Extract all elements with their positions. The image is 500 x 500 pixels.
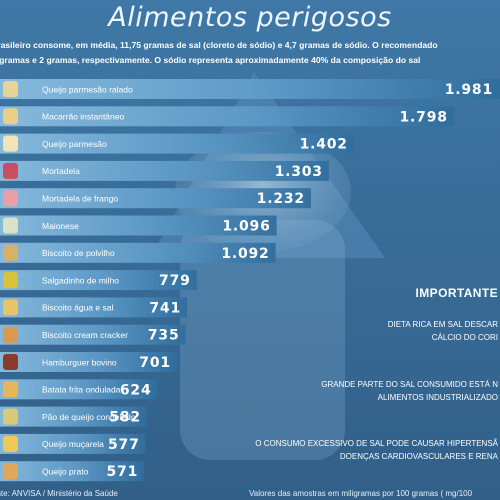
note-hypertension-line-1: O CONSUMO EXCESSIVO DE SAL PODE CAUSAR H… <box>255 439 498 448</box>
value-label: 1.303 <box>275 164 323 180</box>
bar <box>0 106 454 127</box>
category-label: Hamburguer bovino <box>42 357 117 367</box>
bar-row: Salgadinho de milho 779 <box>0 270 197 291</box>
units-note: Valores das amostras em miligramas por 1… <box>249 489 473 498</box>
value-label: 577 <box>108 437 140 453</box>
bar-row: Biscoito água e sal 741 <box>0 297 188 318</box>
note-hypertension: O CONSUMO EXCESSIVO DE SAL PODE CAUSAR H… <box>255 437 498 463</box>
bar <box>0 270 197 291</box>
intro-line-1: brasileiro consome, em média, 11,75 gram… <box>0 40 438 50</box>
bar <box>0 433 146 454</box>
intro-line-2: 5 gramas e 2 gramas, respectivamente. O … <box>0 55 421 65</box>
note-calcium: DIETA RICA EM SAL DESCAR CÁLCIO DO CORI <box>388 318 498 344</box>
value-label: 1.981 <box>445 82 493 98</box>
food-icon <box>3 108 18 125</box>
bar-row: Biscoito cream cracker 735 <box>0 324 186 345</box>
value-label: 1.092 <box>221 246 269 262</box>
value-label: 741 <box>149 300 181 316</box>
food-icon <box>3 381 18 398</box>
bar <box>0 79 500 99</box>
category-label: Maionese <box>42 221 79 231</box>
food-icon <box>3 326 18 343</box>
value-label: 779 <box>159 273 191 289</box>
bar-row: Maionese 1.096 <box>0 215 277 236</box>
category-label: Biscoito água e sal <box>42 303 113 313</box>
bar <box>0 188 311 209</box>
food-icon <box>3 135 18 152</box>
bar <box>0 133 354 154</box>
source-note: onte: ANVISA / Ministério da Saúde <box>0 489 118 498</box>
bar <box>0 352 177 372</box>
bar-row: Queijo prato 571 <box>0 461 145 482</box>
category-label: Biscoito cream cracker <box>42 330 128 340</box>
bar <box>0 406 147 427</box>
bar-row: Biscoito de polvilho 1.092 <box>0 242 276 263</box>
note-industrialized: GRANDE PARTE DO SAL CONSUMIDO ESTÁ N ALI… <box>321 378 498 404</box>
value-label: 624 <box>120 382 152 398</box>
value-label: 1.798 <box>400 109 448 125</box>
food-icon <box>3 162 18 179</box>
food-icon <box>3 354 18 370</box>
value-label: 1.402 <box>300 137 348 153</box>
note-industrialized-line-2: ALIMENTOS INDUSTRIALIZADO <box>377 393 498 402</box>
food-icon <box>3 408 18 425</box>
food-icon <box>3 463 18 480</box>
category-label: Mortadela <box>42 166 80 176</box>
bar-row: Mortadela 1.303 <box>0 160 329 181</box>
important-heading: IMPORTANTE <box>415 286 498 300</box>
food-icon <box>3 272 18 289</box>
value-label: 735 <box>148 328 180 344</box>
note-calcium-line-1: DIETA RICA EM SAL DESCAR <box>387 320 498 329</box>
bar-row: Batata frita ondulada 624 <box>0 379 158 400</box>
food-icon <box>3 81 18 97</box>
food-icon <box>3 244 18 261</box>
food-icon <box>3 299 18 316</box>
intro-text: brasileiro consome, em média, 11,75 gram… <box>0 38 500 68</box>
category-label: Queijo parmesão <box>42 139 107 149</box>
bar <box>0 324 186 345</box>
category-label: Queijo prato <box>42 467 89 477</box>
note-hypertension-line-2: DOENÇAS CARDIOVASCULARES E RENA <box>339 452 498 461</box>
value-label: 701 <box>139 355 171 371</box>
food-icon <box>3 190 18 207</box>
value-label: 582 <box>109 410 141 426</box>
bar <box>0 297 188 318</box>
bar-row: Hamburguer bovino 701 <box>0 352 177 372</box>
bar-row: Queijo muçarela 577 <box>0 433 146 454</box>
bar-row: Macarrão instantâneo 1.798 <box>0 106 454 127</box>
food-icon <box>3 435 18 452</box>
note-calcium-line-2: CÁLCIO DO CORI <box>431 333 498 342</box>
bar <box>0 379 158 400</box>
bar <box>0 160 329 181</box>
category-label: Biscoito de polvilho <box>42 248 115 258</box>
category-label: Macarrão instantâneo <box>42 112 124 122</box>
category-label: Salgadinho de milho <box>42 275 119 285</box>
bar-row: Queijo parmesão 1.402 <box>0 133 354 154</box>
bar <box>0 215 277 236</box>
bar-row: Queijo parmesão ralado 1.981 <box>0 79 500 99</box>
category-label: Batata frita ondulada <box>42 385 121 395</box>
category-label: Queijo parmesão ralado <box>42 84 133 94</box>
value-label: 1.096 <box>222 219 270 235</box>
category-label: Queijo muçarela <box>42 439 104 449</box>
category-label: Mortadela de frango <box>42 194 118 204</box>
food-icon <box>3 217 18 234</box>
value-label: 571 <box>106 464 138 480</box>
bar-row: Mortadela de frango 1.232 <box>0 188 311 209</box>
value-label: 1.232 <box>257 191 305 207</box>
category-label: Pão de queijo congelado <box>42 412 136 422</box>
bar <box>0 242 276 263</box>
page-title: Alimentos perigosos <box>108 2 392 33</box>
bar <box>0 461 145 482</box>
note-industrialized-line-1: GRANDE PARTE DO SAL CONSUMIDO ESTÁ N <box>321 380 498 389</box>
